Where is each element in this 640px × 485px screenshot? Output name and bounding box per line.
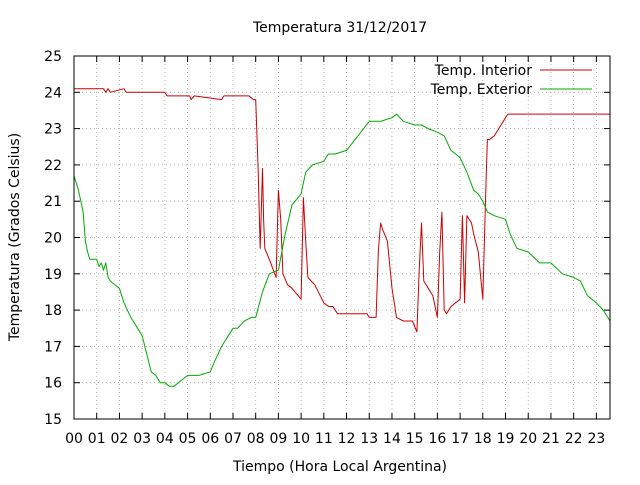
y-tick-label: 15 (44, 412, 62, 428)
y-tick-label: 23 (44, 122, 62, 138)
y-tick-label: 22 (44, 158, 62, 174)
x-tick-label: 03 (133, 431, 151, 447)
x-tick-label: 08 (247, 431, 265, 447)
x-tick-label: 01 (88, 431, 106, 447)
x-tick-label: 09 (269, 431, 287, 447)
x-tick-label: 10 (292, 431, 310, 447)
x-tick-label: 16 (428, 431, 446, 447)
x-tick-label: 05 (179, 431, 197, 447)
x-tick-label: 15 (406, 431, 424, 447)
x-tick-label: 07 (224, 431, 242, 447)
series-line-exterior (73, 113, 611, 387)
x-tick-label: 18 (474, 431, 492, 447)
x-tick-label: 12 (338, 431, 356, 447)
y-tick-label: 16 (44, 376, 62, 392)
x-tick-label: 22 (565, 431, 583, 447)
series-line-interior (74, 88, 610, 333)
x-tick-label: 14 (383, 431, 401, 447)
x-tick-label: 17 (451, 431, 469, 447)
legend-label-exterior: Temp. Exterior (430, 82, 533, 98)
y-tick-label: 24 (44, 85, 62, 101)
grid-lines (74, 56, 610, 419)
x-tick-label: 11 (315, 431, 333, 447)
series-lines (73, 88, 611, 387)
plot-frame (73, 55, 611, 420)
x-tick-label: 06 (201, 431, 219, 447)
legend: Temp. Interior Temp. Exterior (430, 63, 592, 98)
x-tick-label: 19 (497, 431, 515, 447)
legend-label-interior: Temp. Interior (434, 63, 533, 79)
y-tick-label: 17 (44, 339, 62, 355)
y-tick-label: 18 (44, 303, 62, 319)
x-tick-label: 02 (111, 431, 129, 447)
y-tick-label: 25 (44, 49, 62, 65)
x-tick-label: 00 (65, 431, 83, 447)
y-tick-label: 20 (44, 231, 62, 247)
x-axis-label: Tiempo (Hora Local Argentina) (232, 459, 447, 475)
y-tick-label: 19 (44, 267, 62, 283)
x-tick-label: 13 (360, 431, 378, 447)
y-axis-label: Temperatura (Grados Celsius) (7, 133, 23, 342)
x-tick-label: 20 (519, 431, 537, 447)
x-tick-label: 04 (156, 431, 174, 447)
x-tick-label: 23 (587, 431, 605, 447)
x-tick-label: 21 (542, 431, 560, 447)
y-tick-label: 21 (44, 194, 62, 210)
chart-title: Temperatura 31/12/2017 (252, 20, 427, 36)
